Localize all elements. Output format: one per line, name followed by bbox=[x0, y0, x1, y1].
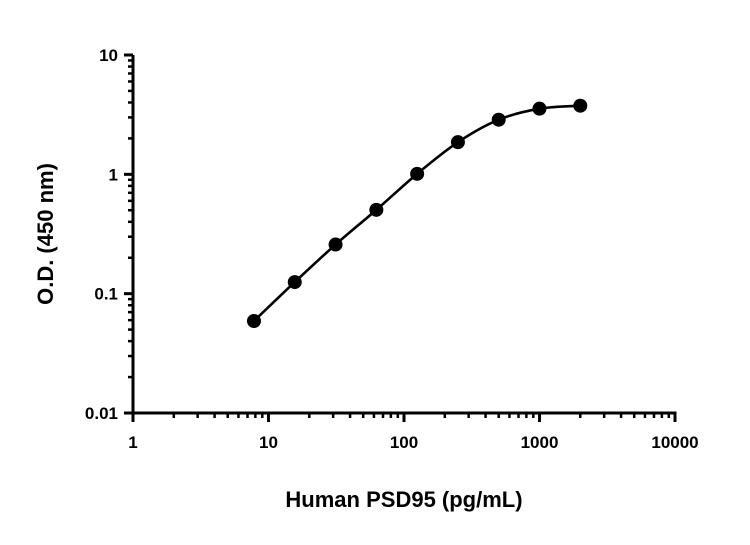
data-point bbox=[532, 101, 547, 116]
fit-curve bbox=[253, 104, 581, 322]
data-point bbox=[491, 112, 506, 127]
data-point bbox=[450, 135, 465, 150]
x-tick-label: 1 bbox=[128, 433, 137, 452]
data-point bbox=[369, 202, 384, 217]
y-tick-label: 1 bbox=[109, 165, 118, 184]
data-point bbox=[573, 98, 588, 113]
data-point bbox=[246, 314, 261, 329]
data-point bbox=[328, 237, 343, 252]
x-axis-label: Human PSD95 (pg/mL) bbox=[285, 487, 522, 512]
data-point bbox=[410, 166, 425, 181]
y-tick-label: 0.1 bbox=[94, 285, 118, 304]
data-points bbox=[246, 98, 588, 329]
axes: 1 10 100 1000 10000 0.01 0.1 1 10 bbox=[85, 46, 699, 452]
y-axis-label: O.D. (450 nm) bbox=[33, 163, 58, 305]
x-tick-label: 10 bbox=[259, 433, 278, 452]
y-tick-label: 0.01 bbox=[85, 404, 118, 423]
data-point bbox=[287, 275, 302, 290]
x-tick-label: 100 bbox=[390, 433, 418, 452]
y-tick-label: 10 bbox=[99, 46, 118, 65]
x-tick-label: 10000 bbox=[651, 433, 698, 452]
x-tick-label: 1000 bbox=[521, 433, 559, 452]
